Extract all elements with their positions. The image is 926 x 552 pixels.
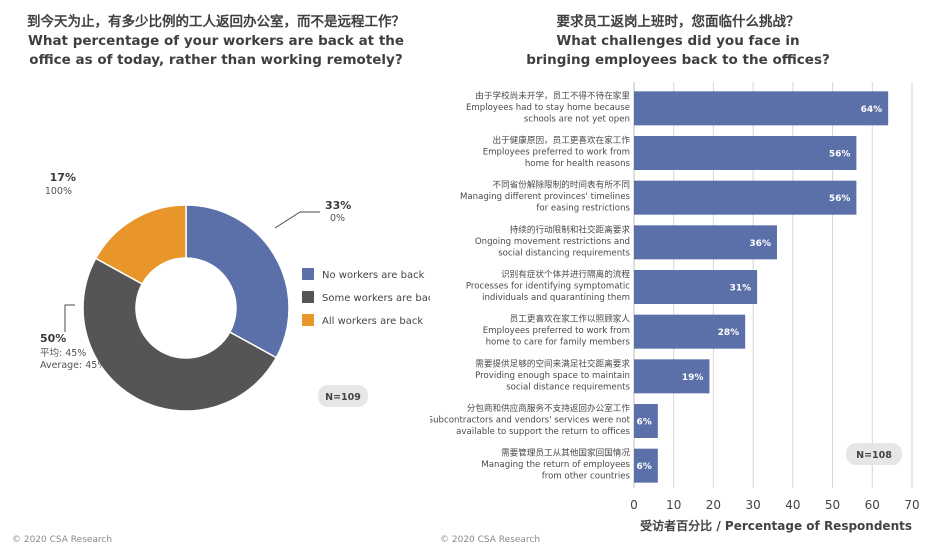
bar	[634, 404, 658, 438]
category-label: schools are not yet open	[524, 114, 630, 124]
category-label: 识别有症状个体并进行隔离的流程	[501, 268, 630, 280]
sample-size-badge	[846, 443, 902, 465]
category-label: social distance requirements	[506, 382, 630, 392]
category-label: 由于学校尚未开学，员工不得不待在家里	[475, 89, 630, 101]
category-label: Managing the return of employees	[481, 460, 630, 470]
category-label: 出于健康原因，员工更喜欢在家工作	[492, 134, 630, 146]
category-label: home for health reasons	[525, 159, 631, 169]
donut-slice-no-workers-are-back	[185, 204, 290, 359]
category-label: from other countries	[542, 472, 631, 482]
bar-value-label: 56%	[829, 194, 851, 204]
category-label: Subcontractors and vendors' services wer…	[430, 416, 631, 426]
x-tick-label: 30	[746, 498, 761, 512]
x-tick-label: 0	[630, 498, 638, 512]
x-tick-label: 20	[706, 498, 721, 512]
donut-leader-line	[64, 304, 75, 332]
right-chart-title: 要求员工返岗上班时，您面临什么挑战？ What challenges did y…	[430, 13, 926, 70]
legend-swatch	[302, 314, 314, 326]
left-copyright: © 2020 CSA Research	[12, 535, 113, 545]
category-label: social distancing requirements	[498, 248, 630, 258]
category-label: Employees preferred to work from	[483, 148, 630, 158]
category-label: for easing restrictions	[536, 204, 630, 214]
right-title-en-line2: bringing employees back to the offices?	[526, 52, 830, 68]
donut-slice-sublabel: Average: 45%	[40, 360, 106, 371]
category-label: Employees had to stay home because	[466, 103, 630, 113]
bar-value-label: 56%	[829, 150, 851, 160]
donut-slice-label: 33%	[325, 199, 351, 212]
donut-slice-sublabel: 0%	[330, 213, 345, 224]
legend-swatch	[302, 268, 314, 280]
x-tick-label: 60	[865, 498, 880, 512]
legend-label: All workers are back	[322, 316, 423, 327]
bar-chart: 0 10 20 30 40 50 60 70 64% 由于学校尚未开学，员工不得不待在家里 Empl…	[430, 82, 920, 533]
bar-value-label: 28%	[718, 328, 740, 338]
donut-slice-sublabel: 平均: 45%	[40, 347, 86, 359]
bar	[634, 270, 758, 304]
right-panel: 要求员工返岗上班时，您面临什么挑战？ What challenges did y…	[430, 0, 926, 552]
category-label: individuals and quarantining them	[482, 293, 630, 303]
category-label: Managing different provinces' timelines	[460, 192, 631, 202]
bar	[634, 359, 710, 394]
bar	[634, 91, 889, 126]
category-label: Employees preferred to work from	[483, 326, 630, 336]
bar	[634, 136, 857, 170]
bar-value-label: 19%	[682, 373, 704, 383]
donut-slice-label: 50%	[40, 332, 66, 345]
bar-value-label: 31%	[730, 284, 752, 294]
category-label: home to care for family members	[486, 338, 631, 348]
bar	[634, 314, 746, 349]
bar	[634, 180, 857, 215]
left-panel: 到今天为止，有多少比例的工人返回办公室，而不是远程工作？ What percen…	[0, 0, 430, 552]
x-tick-label: 70	[904, 498, 919, 512]
x-tick-label: 40	[785, 498, 800, 512]
right-title-en-line1: What challenges did you face in	[556, 33, 800, 49]
category-label: 持续的行动限制和社交距离要求	[510, 223, 631, 235]
x-axis-title: 受访者百分比 / Percentage of Respondents	[640, 518, 912, 533]
category-label: Processes for identifying symptomatic	[466, 282, 630, 292]
bar-value-label: 36%	[749, 239, 771, 249]
bar-value-label: 64%	[861, 105, 883, 115]
category-label: 需要管理员工从其他国家回国情况	[501, 447, 630, 459]
legend-swatch	[302, 291, 314, 303]
category-label: 需要提供足够的空间来满足社交距离要求	[475, 357, 630, 369]
left-chart-title: 到今天为止，有多少比例的工人返回办公室，而不是远程工作？ What percen…	[6, 13, 426, 70]
donut-slice-sublabel: 100%	[45, 186, 72, 197]
left-title-en-line1: What percentage of your workers are back…	[27, 33, 405, 49]
donut-leader-line	[274, 211, 320, 229]
category-label: available to support the return to offic…	[456, 427, 630, 437]
category-label: 员工更喜欢在家工作以照顾家人	[510, 313, 631, 325]
left-title-cn: 到今天为止，有多少比例的工人返回办公室，而不是远程工作？	[27, 14, 405, 30]
legend-label: Some workers are back	[322, 293, 430, 304]
left-title-en-line2: office as of today, rather than working …	[29, 52, 403, 68]
donut-slice-label: 17%	[50, 171, 76, 184]
category-label: Ongoing movement restrictions and	[475, 237, 630, 247]
bar	[634, 225, 777, 260]
donut-chart: 33%0% 50% 平均: 45%Average: 45% 17% 100% No wor…	[40, 171, 430, 412]
sample-size-label: N=108	[856, 450, 892, 461]
x-tick-label: 10	[666, 498, 681, 512]
sample-size-label: N=109	[325, 392, 361, 403]
right-title-cn: 要求员工返岗上班时，您面临什么挑战？	[556, 14, 800, 30]
bar-value-label: 6%	[637, 462, 652, 472]
sample-size-badge	[318, 385, 368, 407]
donut-slice-some-workers-are-back	[82, 257, 278, 412]
category-label: 分包商和供应商服务不支持返回办公室工作	[467, 402, 631, 414]
bar	[634, 448, 658, 483]
donut-slice-all-workers-are-back	[94, 204, 187, 285]
x-tick-label: 50	[825, 498, 840, 512]
category-label: Providing enough space to maintain	[475, 371, 630, 381]
category-label: 不同省份解除限制的时间表有所不同	[492, 179, 630, 191]
bar-value-label: 6%	[637, 418, 652, 428]
legend-label: No workers are back	[322, 270, 425, 281]
right-copyright: © 2020 CSA Research	[440, 535, 541, 545]
